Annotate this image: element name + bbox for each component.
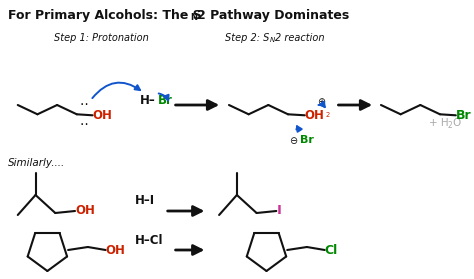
Text: ··: ·· <box>80 118 93 132</box>
Text: 2 Pathway Dominates: 2 Pathway Dominates <box>197 9 350 22</box>
Text: $\ominus$: $\ominus$ <box>289 134 299 146</box>
Text: + H: + H <box>429 118 449 128</box>
Text: Similarly....: Similarly.... <box>8 158 65 168</box>
Text: OH: OH <box>305 109 325 122</box>
Text: H–Cl: H–Cl <box>135 234 164 247</box>
Text: O: O <box>452 118 460 128</box>
Text: ··: ·· <box>80 98 93 112</box>
Text: OH: OH <box>92 109 112 122</box>
Text: $_2$: $_2$ <box>325 110 330 120</box>
Text: OH: OH <box>106 244 126 256</box>
Text: I: I <box>276 205 281 218</box>
Text: H–: H– <box>140 93 156 107</box>
Text: Br: Br <box>300 135 314 145</box>
Text: Step 2: S: Step 2: S <box>225 33 269 43</box>
Text: 2 reaction: 2 reaction <box>275 33 325 43</box>
Text: Br: Br <box>158 93 173 107</box>
Text: For Primary Alcohols: The S: For Primary Alcohols: The S <box>8 9 201 22</box>
Text: N: N <box>269 37 275 43</box>
Text: 2: 2 <box>447 121 452 131</box>
Text: Br: Br <box>456 109 472 122</box>
Text: OH: OH <box>75 205 95 218</box>
Text: Cl: Cl <box>325 244 338 256</box>
Text: N: N <box>191 13 198 22</box>
Text: H–I: H–I <box>135 194 155 206</box>
Text: $\oplus$: $\oplus$ <box>317 96 326 107</box>
Text: Step 1: Protonation: Step 1: Protonation <box>55 33 149 43</box>
